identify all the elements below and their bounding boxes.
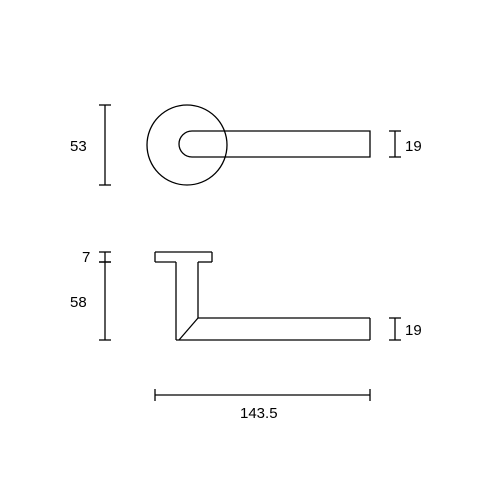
drawing-stage: 53 19 7 58 19 143.5	[0, 0, 500, 500]
drawing-svg	[0, 0, 500, 500]
